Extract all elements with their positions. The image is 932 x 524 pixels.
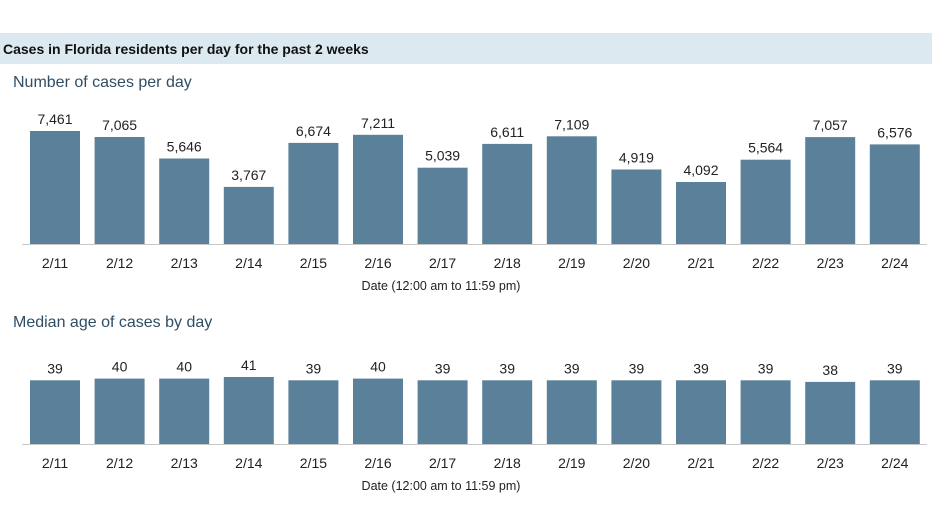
- bar-2-18: [482, 143, 533, 244]
- bar-2-14: [223, 377, 274, 444]
- x-axis-title: Date (12:00 am to 11:59 pm): [362, 279, 521, 293]
- bar-2-17: [417, 380, 468, 444]
- x-tick-label: 2/21: [687, 255, 714, 271]
- data-label: 39: [47, 360, 63, 376]
- x-tick-label: 2/19: [558, 455, 585, 471]
- bar-2-16: [353, 378, 403, 444]
- x-tick-label: 2/21: [687, 455, 714, 471]
- x-tick-label: 2/20: [623, 255, 650, 271]
- bar-2-16: [353, 134, 403, 244]
- data-label: 40: [370, 359, 386, 375]
- bar-2-23: [805, 381, 856, 444]
- cases-per-day-chart: 7,461 2/11 7,065 2/12 5,646 2/13 3,767 2/14 6,67…: [22, 111, 927, 293]
- data-label: 5,564: [748, 140, 783, 156]
- bar-2-24: [869, 144, 920, 244]
- x-tick-label: 2/20: [623, 455, 650, 471]
- x-tick-label: 2/24: [881, 455, 908, 471]
- data-label: 39: [758, 360, 774, 376]
- data-label: 7,065: [102, 117, 137, 133]
- bar-2-23: [805, 137, 856, 244]
- x-tick-label: 2/12: [106, 255, 133, 271]
- data-label: 39: [435, 360, 451, 376]
- bar-2-13: [159, 158, 210, 244]
- bar-2-24: [869, 380, 920, 444]
- data-label: 5,039: [425, 148, 460, 164]
- bar-2-22: [740, 159, 791, 244]
- x-tick-label: 2/19: [558, 255, 585, 271]
- x-axis-title: Date (12:00 am to 11:59 pm): [362, 479, 521, 493]
- data-label: 39: [306, 360, 322, 376]
- x-tick-label: 2/15: [300, 255, 327, 271]
- x-tick-label: 2/14: [235, 455, 262, 471]
- cases-chart-title: Number of cases per day: [13, 74, 192, 91]
- page-title: Cases in Florida residents per day for t…: [3, 41, 369, 57]
- bar-2-22: [740, 380, 791, 444]
- median-age-chart-title: Median age of cases by day: [13, 314, 213, 331]
- x-tick-label: 2/18: [494, 455, 521, 471]
- x-tick-label: 2/14: [235, 255, 262, 271]
- x-tick-label: 2/13: [171, 255, 198, 271]
- data-label: 6,611: [490, 124, 524, 140]
- data-label: 6,674: [296, 123, 331, 139]
- bar-2-21: [676, 182, 726, 244]
- data-label: 41: [241, 357, 257, 373]
- bar-2-14: [223, 186, 274, 244]
- data-label: 7,057: [813, 117, 848, 133]
- bar-2-19: [546, 380, 597, 444]
- x-tick-label: 2/18: [494, 255, 521, 271]
- x-tick-label: 2/11: [42, 255, 68, 271]
- data-label: 39: [629, 360, 645, 376]
- data-label: 40: [112, 359, 128, 375]
- x-tick-label: 2/24: [881, 255, 908, 271]
- bar-2-15: [288, 380, 339, 444]
- data-label: 6,576: [877, 124, 912, 140]
- x-tick-label: 2/16: [364, 455, 391, 471]
- bar-2-11: [30, 131, 80, 244]
- data-label: 4,919: [619, 150, 654, 166]
- data-label: 3,767: [231, 167, 266, 183]
- bar-2-11: [30, 380, 80, 444]
- x-tick-label: 2/22: [752, 455, 779, 471]
- data-label: 39: [693, 360, 709, 376]
- data-label: 39: [564, 360, 580, 376]
- x-tick-label: 2/15: [300, 455, 327, 471]
- x-tick-label: 2/11: [42, 455, 68, 471]
- x-tick-label: 2/12: [106, 455, 133, 471]
- x-tick-label: 2/17: [429, 255, 456, 271]
- data-label: 5,646: [167, 139, 202, 155]
- x-tick-label: 2/16: [364, 255, 391, 271]
- bar-2-17: [417, 167, 468, 244]
- median-age-chart: 39 2/11 40 2/12 40 2/13 41 2/14 39 2/15 40 2/16 39 2/…: [22, 357, 927, 493]
- bar-2-15: [288, 142, 339, 244]
- data-label: 39: [499, 360, 515, 376]
- bar-2-20: [611, 380, 662, 444]
- x-tick-label: 2/17: [429, 455, 456, 471]
- bar-2-13: [159, 378, 210, 444]
- header-bar: Cases in Florida residents per day for t…: [0, 33, 932, 64]
- bar-2-18: [482, 380, 533, 444]
- x-tick-label: 2/23: [817, 255, 844, 271]
- x-tick-label: 2/22: [752, 255, 779, 271]
- data-label: 38: [822, 362, 838, 378]
- data-label: 4,092: [683, 162, 718, 178]
- x-tick-label: 2/13: [171, 455, 198, 471]
- data-label: 39: [887, 360, 903, 376]
- data-label: 7,461: [37, 111, 72, 127]
- bar-2-20: [611, 169, 662, 244]
- bar-2-12: [94, 378, 145, 444]
- data-label: 7,109: [554, 116, 589, 132]
- data-label: 40: [176, 359, 192, 375]
- data-label: 7,211: [361, 115, 395, 131]
- bar-2-12: [94, 137, 145, 244]
- x-tick-label: 2/23: [817, 455, 844, 471]
- bar-2-19: [546, 136, 597, 244]
- bar-2-21: [676, 380, 726, 444]
